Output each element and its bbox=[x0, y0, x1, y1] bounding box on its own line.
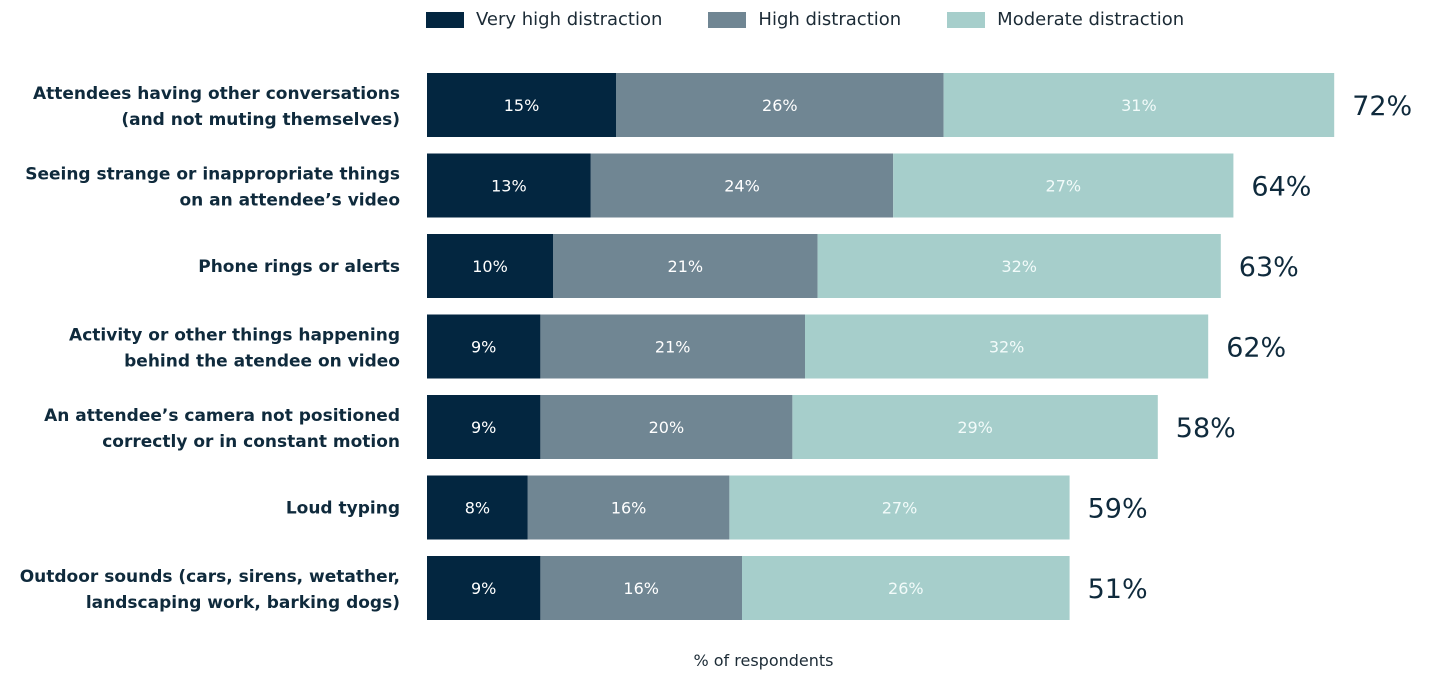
data-label: 9% bbox=[471, 579, 496, 598]
legend-swatch-moderate bbox=[947, 11, 986, 28]
total-label: 64% bbox=[1251, 172, 1311, 203]
bar-segment bbox=[817, 234, 1221, 298]
category-label: Activity or other things happening behind… bbox=[69, 326, 400, 372]
data-label: 16% bbox=[623, 579, 659, 598]
data-label: 29% bbox=[957, 418, 993, 437]
data-label: 27% bbox=[1046, 177, 1082, 196]
data-label: 13% bbox=[491, 177, 527, 196]
bar-segment bbox=[427, 73, 616, 137]
data-label: 21% bbox=[655, 338, 691, 357]
total-label: 58% bbox=[1176, 413, 1236, 444]
bar-segment bbox=[792, 395, 1158, 459]
total-label: 62% bbox=[1226, 333, 1286, 364]
legend-label-moderate: Moderate distraction bbox=[997, 9, 1185, 30]
category-label-line: correctly or in constant motion bbox=[102, 432, 400, 452]
bar-segment bbox=[616, 73, 944, 137]
category-label-line: Attendees having other conversations bbox=[33, 84, 400, 104]
category-label: Outdoor sounds (cars, sirens, wetather, l… bbox=[20, 567, 400, 613]
category-label-line: Seeing strange or inappropriate things bbox=[25, 165, 400, 185]
legend-label-very-high: Very high distraction bbox=[476, 9, 663, 30]
data-label: 26% bbox=[762, 96, 798, 115]
total-label: 72% bbox=[1352, 91, 1412, 122]
total-label: 63% bbox=[1239, 252, 1299, 283]
data-label: 9% bbox=[471, 338, 496, 357]
category-label-line: An attendee’s camera not positioned bbox=[44, 406, 400, 426]
data-label: 16% bbox=[611, 499, 647, 518]
legend-swatch-high bbox=[708, 11, 747, 28]
data-label: 20% bbox=[649, 418, 685, 437]
data-label: 27% bbox=[882, 499, 918, 518]
bar-segment bbox=[427, 556, 541, 620]
bar-segment bbox=[427, 395, 541, 459]
bar-segment bbox=[729, 475, 1070, 540]
data-label: 9% bbox=[471, 418, 496, 437]
category-label-line: landscaping work, barking dogs) bbox=[86, 593, 400, 613]
bar-segment bbox=[553, 234, 818, 298]
data-label: 32% bbox=[1001, 257, 1037, 276]
legend-item-moderate: Moderate distraction bbox=[947, 9, 1184, 30]
x-axis-label: % of respondents bbox=[693, 651, 834, 670]
legend-label-high: High distraction bbox=[758, 9, 902, 30]
category-label: Phone rings or alerts bbox=[198, 257, 400, 277]
total-label: 51% bbox=[1088, 574, 1148, 605]
data-label: 15% bbox=[504, 96, 540, 115]
category-label-line: behind the atendee on video bbox=[124, 352, 400, 372]
category-label: Seeing strange or inappropriate things on… bbox=[25, 165, 400, 211]
category-label-line: Loud typing bbox=[286, 499, 400, 519]
category-label-line: (and not muting themselves) bbox=[121, 110, 400, 130]
data-label: 21% bbox=[668, 257, 704, 276]
category-label-line: Outdoor sounds (cars, sirens, wetather, bbox=[20, 567, 400, 587]
bar-segment bbox=[893, 153, 1234, 218]
legend-swatch-very-high bbox=[426, 11, 464, 28]
bar-segment bbox=[943, 73, 1335, 137]
bar-segment bbox=[427, 153, 591, 218]
data-label: 32% bbox=[989, 338, 1025, 357]
bar-segment bbox=[590, 153, 894, 218]
bar-segment bbox=[742, 556, 1070, 620]
category-label-line: Phone rings or alerts bbox=[198, 257, 400, 277]
category-label-line: on an attendee’s video bbox=[179, 191, 400, 211]
data-label: 8% bbox=[465, 499, 490, 518]
bar-segment bbox=[540, 395, 793, 459]
chart-legend: Very high distraction High distraction M… bbox=[426, 9, 1230, 30]
bar-segment bbox=[540, 556, 742, 620]
bar-segment bbox=[427, 475, 528, 540]
legend-item-high: High distraction bbox=[708, 9, 901, 30]
bar-segment bbox=[527, 475, 730, 540]
data-label: 26% bbox=[888, 579, 924, 598]
data-label: 31% bbox=[1121, 96, 1157, 115]
total-label: 59% bbox=[1088, 494, 1148, 525]
data-label: 10% bbox=[472, 257, 508, 276]
bar-segment bbox=[805, 314, 1209, 379]
category-label: Loud typing bbox=[286, 499, 400, 519]
bar-segment bbox=[540, 314, 805, 379]
category-label-line: Activity or other things happening bbox=[69, 326, 400, 346]
category-label: Attendees having other conversations (and… bbox=[33, 84, 400, 130]
bar-segment bbox=[427, 314, 541, 379]
legend-item-very-high: Very high distraction bbox=[426, 9, 662, 30]
category-label: An attendee’s camera not positioned corre… bbox=[44, 406, 400, 452]
data-label: 24% bbox=[724, 177, 760, 196]
bar-segment bbox=[427, 234, 553, 298]
